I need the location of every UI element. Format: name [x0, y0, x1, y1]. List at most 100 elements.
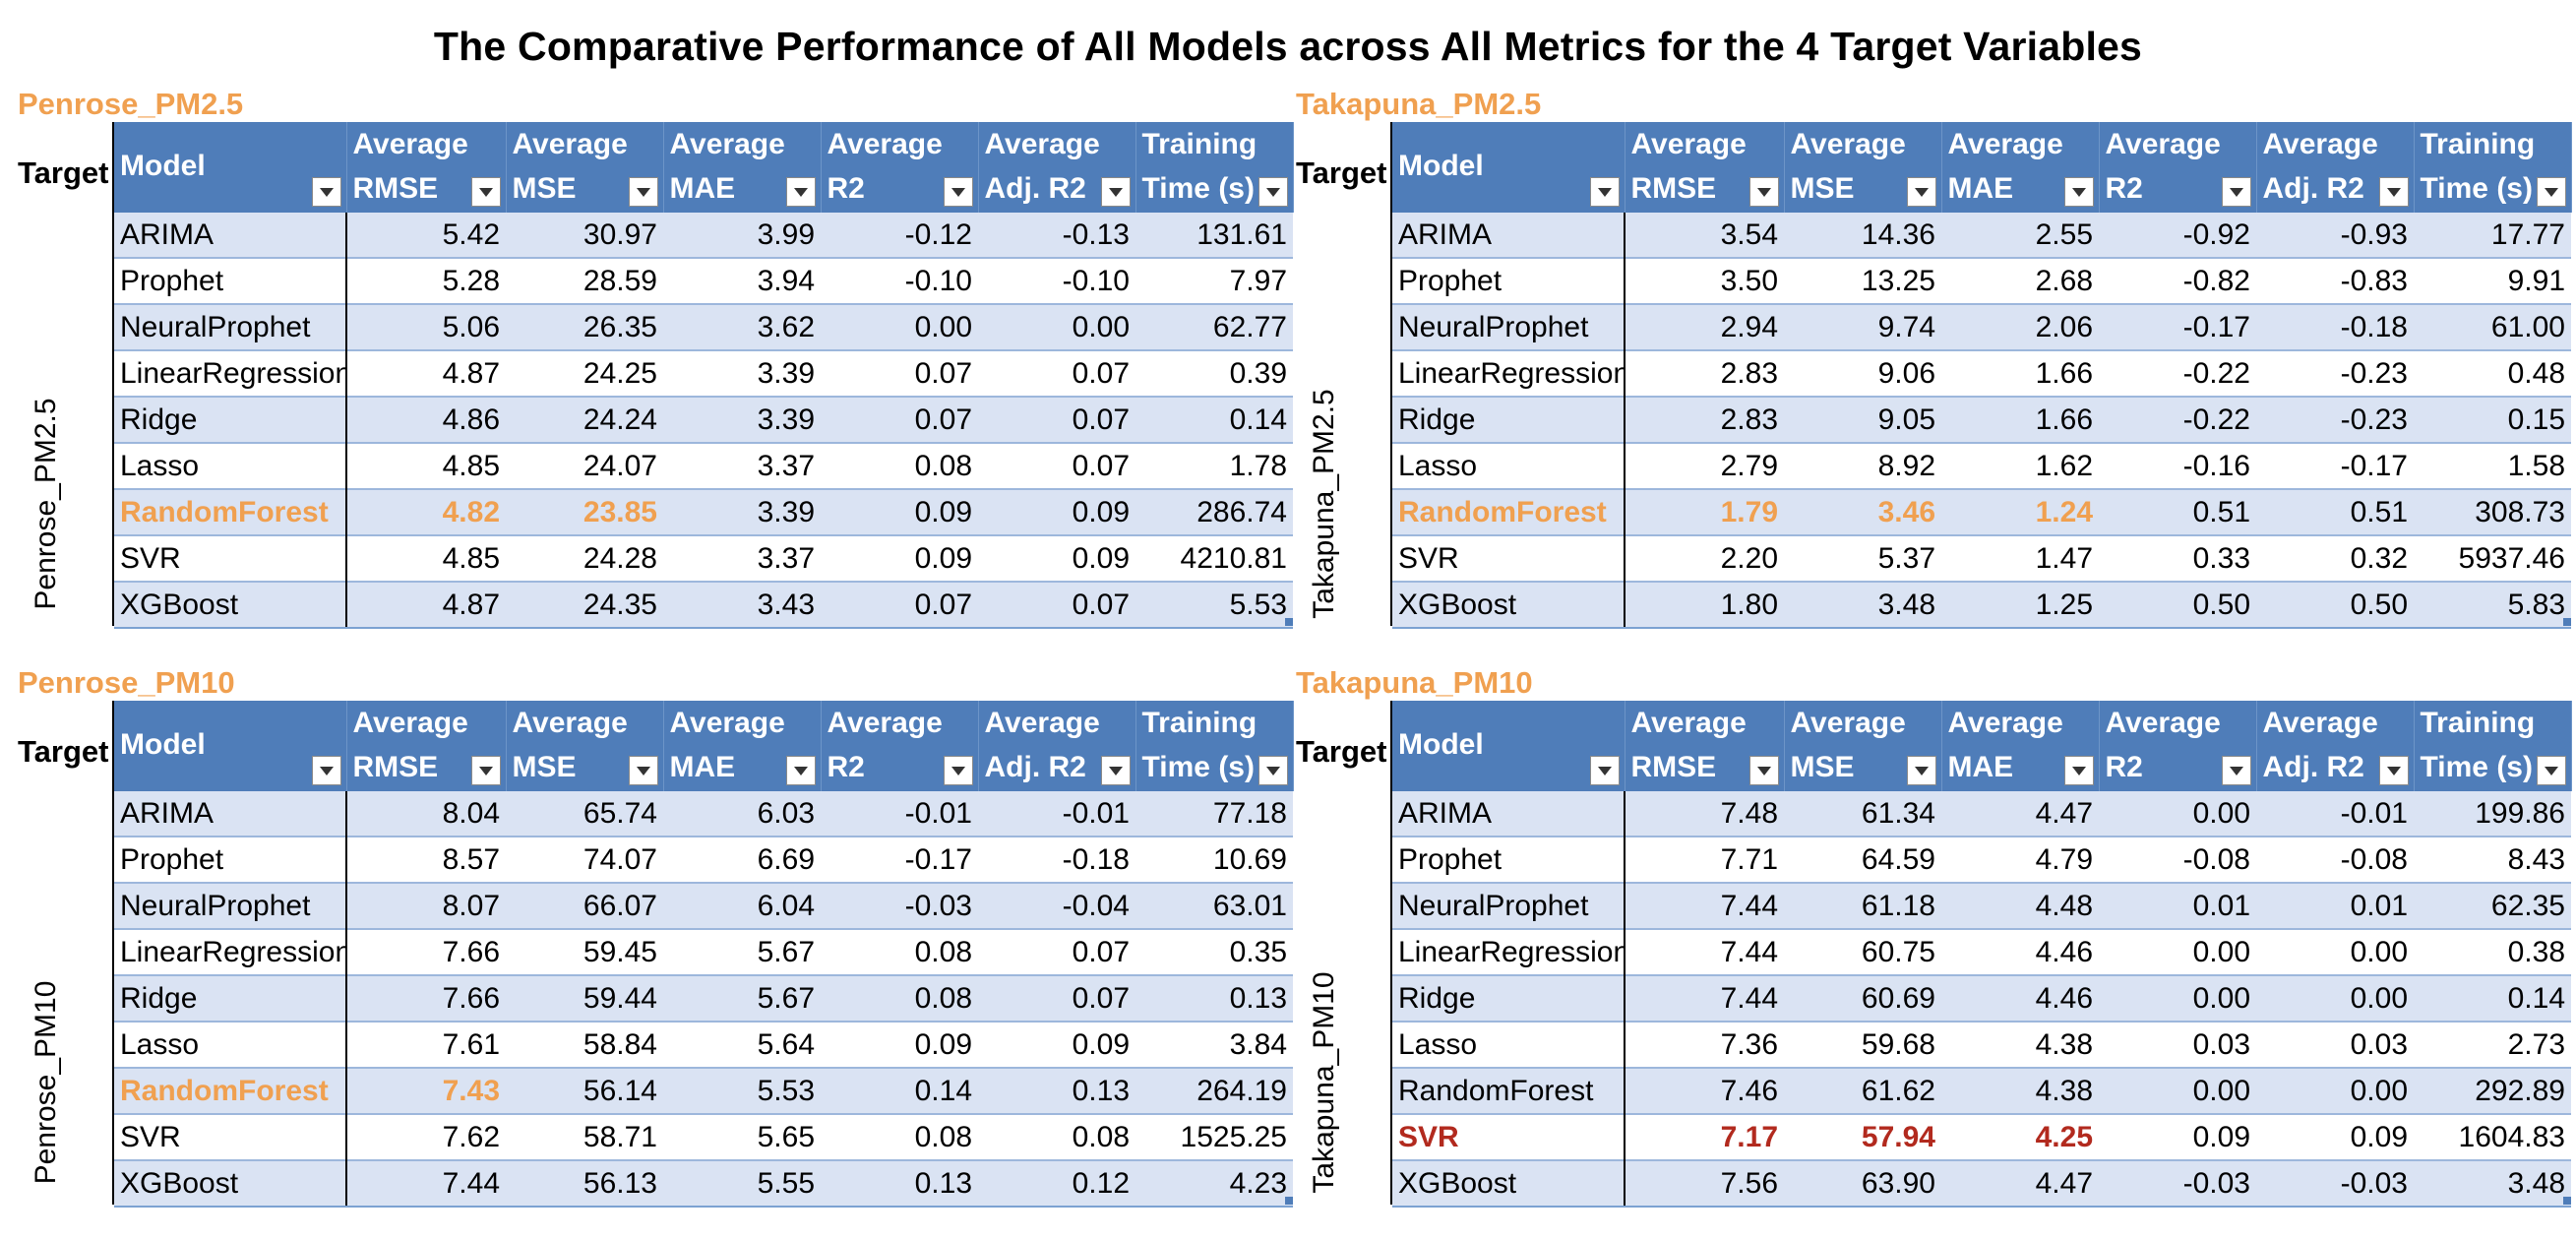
value-cell-time-s-[interactable]: 0.15 — [2414, 397, 2571, 444]
value-cell-mae[interactable]: 4.38 — [1941, 1068, 2099, 1115]
model-cell[interactable]: ARIMA — [1392, 791, 1625, 837]
value-cell-mse[interactable]: 26.35 — [506, 304, 663, 351]
value-cell-rmse[interactable]: 3.50 — [1625, 258, 1784, 305]
value-cell-mae[interactable]: 3.39 — [663, 397, 821, 444]
value-cell-mse[interactable]: 9.74 — [1784, 304, 1941, 351]
value-cell-mae[interactable]: 3.62 — [663, 304, 821, 351]
value-cell-mse[interactable]: 59.68 — [1784, 1022, 1941, 1069]
filter-dropdown-icon[interactable] — [2378, 756, 2409, 785]
filter-dropdown-icon[interactable] — [2063, 756, 2094, 785]
value-cell-mae[interactable]: 4.25 — [1941, 1114, 2099, 1161]
table-row[interactable]: LinearRegression 2.83 9.06 1.66 -0.22 -0.23 0.… — [1392, 350, 2571, 398]
value-cell-r2[interactable]: 0.14 — [821, 1068, 978, 1115]
value-cell-r2[interactable]: 0.33 — [2099, 535, 2256, 583]
value-cell-r2[interactable]: -0.92 — [2099, 213, 2256, 259]
value-cell-mse[interactable]: 61.18 — [1784, 883, 1941, 930]
filter-dropdown-icon[interactable] — [2378, 177, 2409, 207]
table-row[interactable]: Ridge 7.66 59.44 5.67 0.08 0.07 0.13 — [114, 975, 1293, 1023]
value-cell-r2[interactable]: 0.00 — [2099, 929, 2256, 976]
model-cell[interactable]: Prophet — [1392, 258, 1625, 305]
table-row[interactable]: Lasso 2.79 8.92 1.62 -0.16 -0.17 1.58 — [1392, 443, 2571, 490]
table-row[interactable]: NeuralProphet 2.94 9.74 2.06 -0.17 -0.18 61.00 — [1392, 304, 2571, 351]
table-row[interactable]: RandomForest 4.82 23.85 3.39 0.09 0.09 286.74 — [114, 489, 1293, 536]
value-cell-r2[interactable]: 0.09 — [2099, 1114, 2256, 1161]
value-cell-r2[interactable]: 0.09 — [821, 535, 978, 583]
value-cell-time-s-[interactable]: 0.35 — [1135, 929, 1293, 976]
value-cell-mse[interactable]: 13.25 — [1784, 258, 1941, 305]
filter-dropdown-icon[interactable] — [785, 756, 816, 785]
value-cell-mae[interactable]: 3.39 — [663, 489, 821, 536]
filter-dropdown-icon[interactable] — [628, 756, 658, 785]
value-cell-mae[interactable]: 6.03 — [663, 791, 821, 837]
value-cell-r2[interactable]: 0.00 — [2099, 1068, 2256, 1115]
table-row[interactable]: Ridge 2.83 9.05 1.66 -0.22 -0.23 0.15 — [1392, 397, 2571, 444]
value-cell-rmse[interactable]: 7.61 — [346, 1022, 506, 1069]
filter-dropdown-icon[interactable] — [785, 177, 816, 207]
value-cell-rmse[interactable]: 5.42 — [346, 213, 506, 259]
value-cell-mae[interactable]: 1.47 — [1941, 535, 2099, 583]
value-cell-mae[interactable]: 5.65 — [663, 1114, 821, 1161]
filter-dropdown-icon[interactable] — [1748, 756, 1779, 785]
table-row[interactable]: RandomForest 1.79 3.46 1.24 0.51 0.51 308.73 — [1392, 489, 2571, 536]
filter-dropdown-icon[interactable] — [1100, 177, 1131, 207]
value-cell-adj-r2[interactable]: -0.93 — [2256, 213, 2414, 259]
table-row[interactable]: RandomForest 7.43 56.14 5.53 0.14 0.13 264.19 — [114, 1068, 1293, 1115]
value-cell-rmse[interactable]: 7.44 — [1625, 883, 1784, 930]
value-cell-mae[interactable]: 1.66 — [1941, 350, 2099, 398]
value-cell-mae[interactable]: 5.67 — [663, 929, 821, 976]
value-cell-adj-r2[interactable]: 0.50 — [2256, 582, 2414, 629]
value-cell-mse[interactable]: 14.36 — [1784, 213, 1941, 259]
value-cell-time-s-[interactable]: 286.74 — [1135, 489, 1293, 536]
value-cell-time-s-[interactable]: 292.89 — [2414, 1068, 2571, 1115]
table-row[interactable]: LinearRegression 7.44 60.75 4.46 0.00 0.00 0.3… — [1392, 929, 2571, 976]
value-cell-mse[interactable]: 24.07 — [506, 443, 663, 490]
value-cell-mse[interactable]: 5.37 — [1784, 535, 1941, 583]
value-cell-rmse[interactable]: 2.94 — [1625, 304, 1784, 351]
table-row[interactable]: XGBoost 7.56 63.90 4.47 -0.03 -0.03 3.48 — [1392, 1160, 2571, 1208]
value-cell-rmse[interactable]: 7.48 — [1625, 791, 1784, 837]
value-cell-time-s-[interactable]: 4210.81 — [1135, 535, 1293, 583]
value-cell-adj-r2[interactable]: -0.13 — [978, 213, 1135, 259]
model-cell[interactable]: ARIMA — [114, 213, 347, 259]
value-cell-r2[interactable]: -0.01 — [821, 791, 978, 837]
model-cell[interactable]: Ridge — [114, 975, 347, 1023]
filter-dropdown-icon[interactable] — [2221, 177, 2251, 207]
value-cell-rmse[interactable]: 7.17 — [1625, 1114, 1784, 1161]
value-cell-mae[interactable]: 4.46 — [1941, 975, 2099, 1023]
value-cell-r2[interactable]: 0.08 — [821, 929, 978, 976]
value-cell-r2[interactable]: 0.08 — [821, 1114, 978, 1161]
value-cell-r2[interactable]: 0.01 — [2099, 883, 2256, 930]
value-cell-mse[interactable]: 23.85 — [506, 489, 663, 536]
value-cell-mse[interactable]: 65.74 — [506, 791, 663, 837]
value-cell-rmse[interactable]: 7.36 — [1625, 1022, 1784, 1069]
value-cell-adj-r2[interactable]: 0.12 — [978, 1160, 1135, 1208]
value-cell-r2[interactable]: -0.82 — [2099, 258, 2256, 305]
value-cell-rmse[interactable]: 7.66 — [346, 929, 506, 976]
model-cell[interactable]: XGBoost — [1392, 1160, 1625, 1208]
filter-dropdown-icon[interactable] — [1748, 177, 1779, 207]
value-cell-r2[interactable]: -0.17 — [2099, 304, 2256, 351]
table-row[interactable]: XGBoost 7.44 56.13 5.55 0.13 0.12 4.23 — [114, 1160, 1293, 1208]
filter-dropdown-icon[interactable] — [311, 756, 341, 785]
value-cell-rmse[interactable]: 7.44 — [346, 1160, 506, 1208]
table-row[interactable]: Prophet 5.28 28.59 3.94 -0.10 -0.10 7.97 — [114, 258, 1293, 305]
value-cell-r2[interactable]: -0.17 — [821, 837, 978, 884]
table-row[interactable]: ARIMA 8.04 65.74 6.03 -0.01 -0.01 77.18 — [114, 791, 1293, 837]
value-cell-r2[interactable]: 0.07 — [821, 350, 978, 398]
value-cell-time-s-[interactable]: 131.61 — [1135, 213, 1293, 259]
value-cell-mse[interactable]: 60.75 — [1784, 929, 1941, 976]
value-cell-mse[interactable]: 61.62 — [1784, 1068, 1941, 1115]
table-row[interactable]: SVR 2.20 5.37 1.47 0.33 0.32 5937.46 — [1392, 535, 2571, 583]
value-cell-rmse[interactable]: 2.83 — [1625, 397, 1784, 444]
value-cell-adj-r2[interactable]: -0.23 — [2256, 397, 2414, 444]
value-cell-time-s-[interactable]: 0.14 — [2414, 975, 2571, 1023]
model-cell[interactable]: XGBoost — [114, 582, 347, 629]
value-cell-mse[interactable]: 59.44 — [506, 975, 663, 1023]
table-row[interactable]: XGBoost 1.80 3.48 1.25 0.50 0.50 5.83 — [1392, 582, 2571, 629]
value-cell-mae[interactable]: 3.39 — [663, 350, 821, 398]
filter-dropdown-icon[interactable] — [628, 177, 658, 207]
value-cell-adj-r2[interactable]: 0.01 — [2256, 883, 2414, 930]
value-cell-time-s-[interactable]: 8.43 — [2414, 837, 2571, 884]
model-cell[interactable]: SVR — [1392, 535, 1625, 583]
value-cell-rmse[interactable]: 5.06 — [346, 304, 506, 351]
